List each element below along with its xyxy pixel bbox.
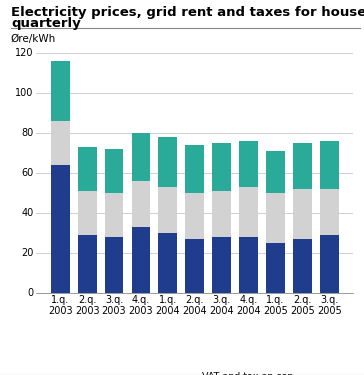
Bar — [104, 192, 123, 237]
Bar — [78, 190, 96, 234]
Bar — [104, 148, 123, 192]
Bar — [293, 142, 312, 189]
Bar — [239, 186, 258, 237]
Bar — [293, 189, 312, 238]
Bar — [320, 234, 339, 292]
Bar — [51, 120, 70, 165]
Bar — [266, 192, 285, 243]
Bar — [212, 142, 231, 190]
Bar — [266, 150, 285, 192]
Bar — [239, 141, 258, 186]
Bar — [212, 237, 231, 292]
Bar — [266, 243, 285, 292]
Bar — [78, 234, 96, 292]
Bar — [78, 147, 96, 190]
Text: Electricity prices, grid rent and taxes for households,: Electricity prices, grid rent and taxes … — [11, 6, 364, 19]
Text: quarterly: quarterly — [11, 17, 81, 30]
Legend: Electricity, Grid rent, VAT and tax on con-
sumption of electricity: Electricity, Grid rent, VAT and tax on c… — [49, 372, 309, 375]
Bar — [320, 141, 339, 189]
Bar — [158, 136, 177, 186]
Bar — [185, 192, 204, 238]
Bar — [158, 232, 177, 292]
Bar — [320, 189, 339, 234]
Text: Øre/kWh: Øre/kWh — [11, 34, 56, 44]
Bar — [293, 238, 312, 292]
Bar — [51, 60, 70, 120]
Bar — [104, 237, 123, 292]
Bar — [239, 237, 258, 292]
Bar — [185, 238, 204, 292]
Bar — [212, 190, 231, 237]
Bar — [131, 180, 150, 226]
Bar — [51, 165, 70, 292]
Bar — [158, 186, 177, 232]
Bar — [131, 226, 150, 292]
Bar — [185, 144, 204, 192]
Bar — [131, 132, 150, 180]
